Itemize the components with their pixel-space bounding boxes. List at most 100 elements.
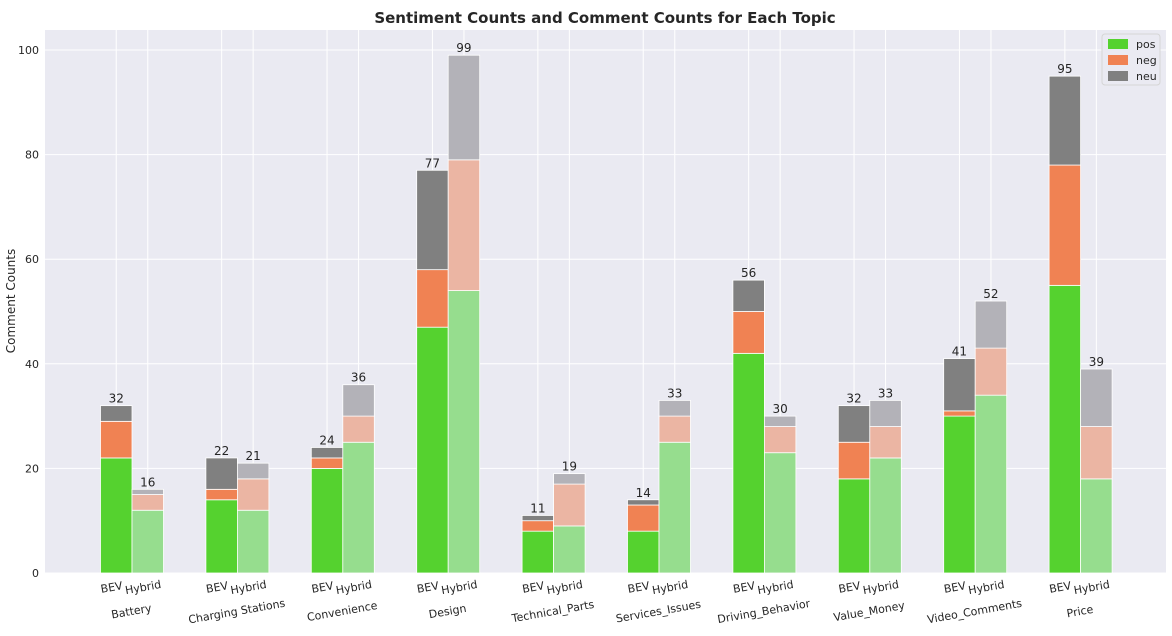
total-label: 36 — [351, 371, 366, 385]
bar-neg-bev — [205, 488, 238, 501]
bar-neu-hybrid — [447, 54, 481, 161]
y-axis-label: Comment Counts — [4, 249, 18, 354]
bar-neu-bev — [837, 405, 871, 443]
total-label: 77 — [425, 156, 440, 170]
bar-neu-bev — [521, 515, 554, 522]
bar-neg-hybrid — [974, 347, 1008, 396]
legend: pos neg neu — [1101, 33, 1161, 86]
bar-neg-hybrid — [764, 426, 797, 454]
group-tick-label: BEV — [1048, 579, 1072, 596]
bar-neu-bev — [732, 279, 765, 312]
group-tick-label: BEV — [627, 579, 651, 596]
category-tick-label: Design — [428, 602, 468, 621]
total-label: 56 — [741, 266, 756, 280]
bar-neu-bev — [100, 405, 133, 422]
bar-neg-bev — [521, 520, 554, 532]
group-tick-label: Hybrid — [651, 578, 689, 597]
total-label: 24 — [319, 433, 334, 447]
bar-pos-bev — [837, 478, 871, 574]
total-label: 33 — [878, 386, 893, 400]
bar-neg-hybrid — [658, 415, 691, 443]
category-tick-label: Convenience — [306, 599, 379, 624]
bar-neg-bev — [416, 269, 449, 328]
bar-pos-hybrid — [974, 394, 1008, 574]
bar-neu-hybrid — [553, 473, 586, 485]
total-label: 99 — [456, 41, 471, 55]
bar-pos-hybrid — [447, 290, 481, 574]
y-tick-label: 20 — [25, 462, 39, 475]
bar-neu-hybrid — [869, 400, 902, 427]
bar-neu-bev — [310, 447, 344, 459]
y-tick-label: 100 — [18, 44, 39, 57]
group-tick-label: Hybrid — [967, 578, 1005, 597]
bar-pos-hybrid — [131, 509, 164, 574]
bar-pos-bev — [732, 352, 765, 574]
bar-neu-hybrid — [131, 488, 164, 495]
total-label: 14 — [636, 486, 651, 500]
total-label: 19 — [562, 460, 577, 474]
bar-neg-bev — [1048, 164, 1081, 286]
total-label: 30 — [773, 402, 788, 416]
legend-swatch-neu — [1108, 71, 1128, 81]
group-tick-label: BEV — [310, 579, 334, 596]
total-label: 11 — [530, 501, 545, 515]
legend-swatch-neg — [1108, 55, 1128, 65]
group-tick-label: BEV — [732, 579, 756, 596]
bar-neg-bev — [627, 504, 660, 532]
group-tick-label: Hybrid — [230, 578, 268, 597]
legend-label-neg: neg — [1136, 54, 1157, 67]
group-tick-label: BEV — [416, 579, 440, 596]
bar-neu-bev — [416, 169, 449, 271]
bar-neu-hybrid — [764, 415, 797, 427]
bar-neg-bev — [732, 311, 765, 354]
group-tick-label: Hybrid — [440, 578, 478, 597]
group-tick-label: BEV — [205, 579, 229, 596]
bar-pos-bev — [943, 415, 976, 574]
bar-pos-bev — [416, 326, 449, 574]
bar-pos-hybrid — [764, 452, 797, 574]
bar-pos-bev — [521, 530, 554, 574]
bar-neg-bev — [100, 420, 133, 459]
bar-neu-hybrid — [342, 384, 375, 417]
bar-neu-bev — [627, 499, 660, 506]
bar-neu-bev — [205, 457, 238, 490]
bar-pos-bev — [205, 499, 238, 574]
group-tick-label: Hybrid — [1073, 578, 1111, 597]
total-label: 32 — [109, 392, 124, 406]
bar-neg-bev — [310, 457, 344, 469]
category-tick-label: Charging Stations — [187, 597, 286, 627]
bar-neu-bev — [943, 358, 976, 412]
group-tick-label: Hybrid — [335, 578, 373, 597]
bar-pos-bev — [1048, 284, 1081, 574]
total-label: 95 — [1057, 62, 1072, 76]
bar-neu-bev — [1048, 75, 1081, 166]
total-label: 22 — [214, 444, 229, 458]
total-label: 16 — [140, 475, 155, 489]
bar-neg-hybrid — [342, 415, 375, 443]
group-tick-label: Hybrid — [757, 578, 795, 597]
bar-neu-hybrid — [236, 462, 270, 480]
bar-neg-hybrid — [553, 483, 586, 527]
total-label: 32 — [846, 392, 861, 406]
bar-neg-hybrid — [447, 159, 481, 291]
bar-pos-hybrid — [342, 441, 375, 574]
category-tick-label: Battery — [110, 602, 153, 622]
category-tick-label: Video_Comments — [926, 597, 1023, 627]
group-tick-label: Hybrid — [546, 578, 584, 597]
total-label: 41 — [952, 345, 967, 359]
group-tick-label: Hybrid — [862, 578, 900, 597]
bar-pos-bev — [627, 530, 660, 574]
bar-pos-bev — [100, 457, 133, 574]
group-tick-label: Hybrid — [124, 578, 162, 597]
legend-label-pos: pos — [1136, 38, 1156, 51]
y-tick-label: 0 — [32, 567, 39, 580]
total-label: 33 — [667, 386, 682, 400]
y-tick-label: 40 — [25, 358, 39, 371]
category-tick-label: Driving_Behavior — [716, 597, 811, 626]
group-tick-label: BEV — [837, 579, 861, 596]
category-tick-label: Technical_Parts — [510, 598, 596, 626]
chart-title: Sentiment Counts and Comment Counts for … — [374, 9, 835, 27]
legend-swatch-pos — [1108, 39, 1128, 49]
bar-pos-hybrid — [869, 457, 902, 574]
